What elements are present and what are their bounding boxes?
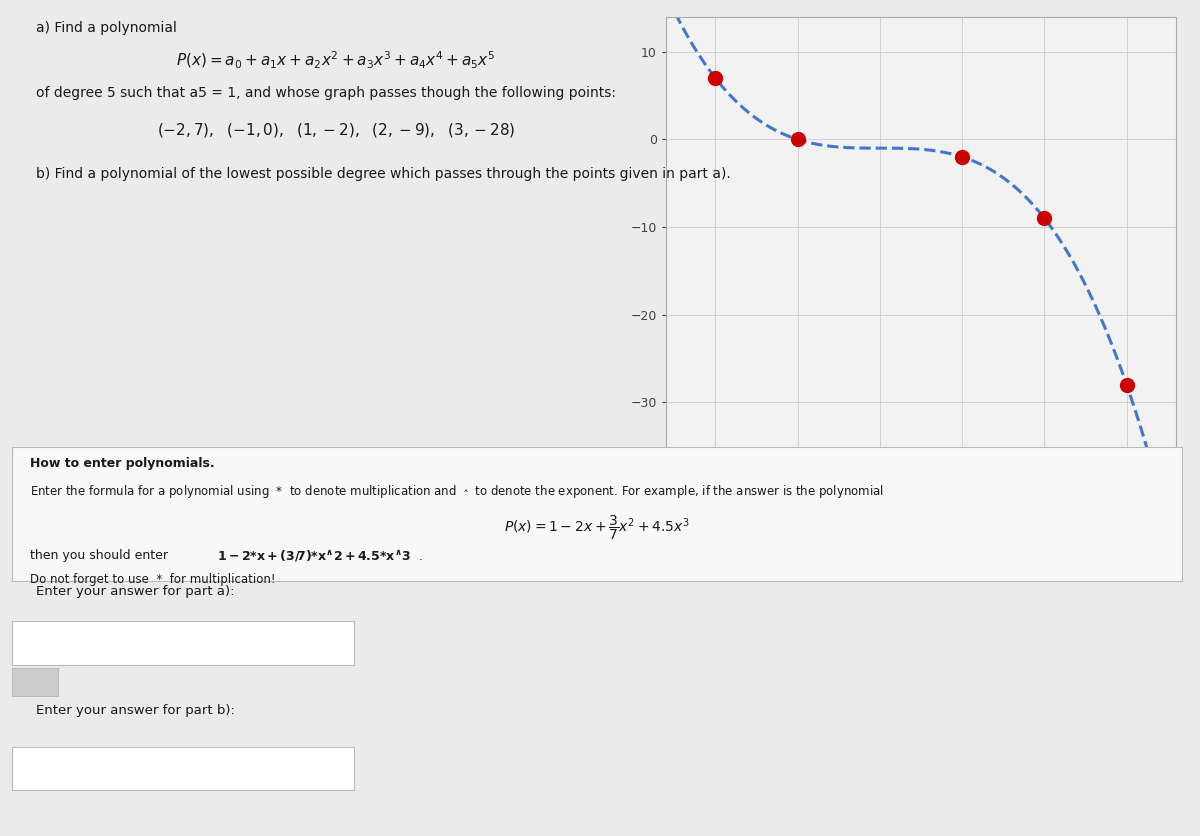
Text: $(-2,7),\ \ (-1,0),\ \ (1,-2),\ \ (2,-9),\ \ (3,-28)$: $(-2,7),\ \ (-1,0),\ \ (1,-2),\ \ (2,-9)…	[157, 121, 515, 140]
Point	[953, 150, 972, 164]
Text: Do not forget to use  *  for multiplication!: Do not forget to use * for multiplicatio…	[30, 573, 275, 586]
Text: How to enter polynomials.: How to enter polynomials.	[30, 456, 214, 470]
Text: a) Find a polynomial: a) Find a polynomial	[36, 21, 176, 35]
Text: Enter your answer for part a):: Enter your answer for part a):	[36, 585, 234, 599]
Text: Enter your answer for part b):: Enter your answer for part b):	[36, 704, 235, 717]
Text: $P(x) = a_0 + a_1x + a_2x^2 + a_3x^3 + a_4x^4 + a_5x^5$: $P(x) = a_0 + a_1x + a_2x^2 + a_3x^3 + a…	[176, 50, 496, 71]
Point	[1117, 378, 1136, 391]
Point	[1034, 212, 1054, 225]
Text: Enter the formula for a polynomial using  *  to denote multiplication and  $\hat: Enter the formula for a polynomial using…	[30, 483, 883, 501]
Point	[788, 133, 808, 146]
Text: $P(x) = 1 - 2x + \dfrac{3}{7}x^2 + 4.5x^3$: $P(x) = 1 - 2x + \dfrac{3}{7}x^2 + 4.5x^…	[504, 514, 690, 543]
Text: $\mathbf{1 - 2{*}x + (3/7){*}x^{\wedge}2 + 4.5{*}x^{\wedge}3}$  .: $\mathbf{1 - 2{*}x + (3/7){*}x^{\wedge}2…	[217, 549, 422, 564]
Text: of degree 5 such that a5 = 1, and whose graph passes though the following points: of degree 5 such that a5 = 1, and whose …	[36, 86, 616, 100]
Text: then you should enter: then you should enter	[30, 549, 175, 562]
Text: b) Find a polynomial of the lowest possible degree which passes through the poin: b) Find a polynomial of the lowest possi…	[36, 167, 731, 181]
Point	[706, 71, 725, 84]
